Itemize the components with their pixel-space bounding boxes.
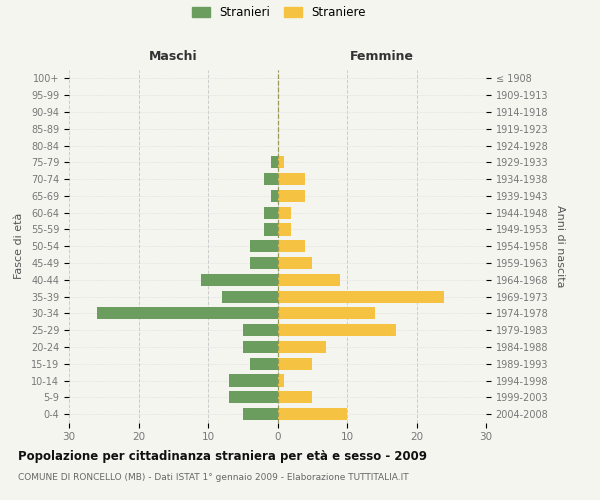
Bar bbox=[263, 173, 277, 185]
Bar bbox=[277, 173, 305, 185]
Bar bbox=[277, 374, 284, 386]
Bar bbox=[250, 240, 277, 252]
Bar bbox=[277, 308, 375, 320]
Bar bbox=[277, 257, 312, 269]
Text: COMUNE DI RONCELLO (MB) - Dati ISTAT 1° gennaio 2009 - Elaborazione TUTTITALIA.I: COMUNE DI RONCELLO (MB) - Dati ISTAT 1° … bbox=[18, 472, 409, 482]
Bar bbox=[243, 408, 277, 420]
Bar bbox=[277, 274, 340, 286]
Bar bbox=[229, 392, 277, 404]
Text: Maschi: Maschi bbox=[149, 50, 197, 64]
Bar bbox=[277, 324, 395, 336]
Bar bbox=[277, 224, 292, 235]
Bar bbox=[229, 374, 277, 386]
Bar bbox=[222, 290, 277, 302]
Bar bbox=[263, 206, 277, 218]
Bar bbox=[243, 324, 277, 336]
Bar bbox=[277, 156, 284, 168]
Bar bbox=[277, 392, 312, 404]
Bar bbox=[277, 341, 326, 353]
Bar bbox=[277, 240, 305, 252]
Bar bbox=[201, 274, 277, 286]
Bar bbox=[243, 341, 277, 353]
Bar bbox=[271, 156, 277, 168]
Bar bbox=[271, 190, 277, 202]
Bar bbox=[97, 308, 277, 320]
Bar bbox=[250, 358, 277, 370]
Bar bbox=[277, 290, 444, 302]
Bar bbox=[250, 257, 277, 269]
Legend: Stranieri, Straniere: Stranieri, Straniere bbox=[192, 6, 366, 19]
Bar bbox=[277, 408, 347, 420]
Y-axis label: Fasce di età: Fasce di età bbox=[14, 213, 24, 280]
Bar bbox=[277, 358, 312, 370]
Text: Popolazione per cittadinanza straniera per età e sesso - 2009: Popolazione per cittadinanza straniera p… bbox=[18, 450, 427, 463]
Bar bbox=[277, 190, 305, 202]
Text: Femmine: Femmine bbox=[350, 50, 414, 64]
Bar bbox=[263, 224, 277, 235]
Bar bbox=[277, 206, 292, 218]
Y-axis label: Anni di nascita: Anni di nascita bbox=[556, 205, 565, 288]
